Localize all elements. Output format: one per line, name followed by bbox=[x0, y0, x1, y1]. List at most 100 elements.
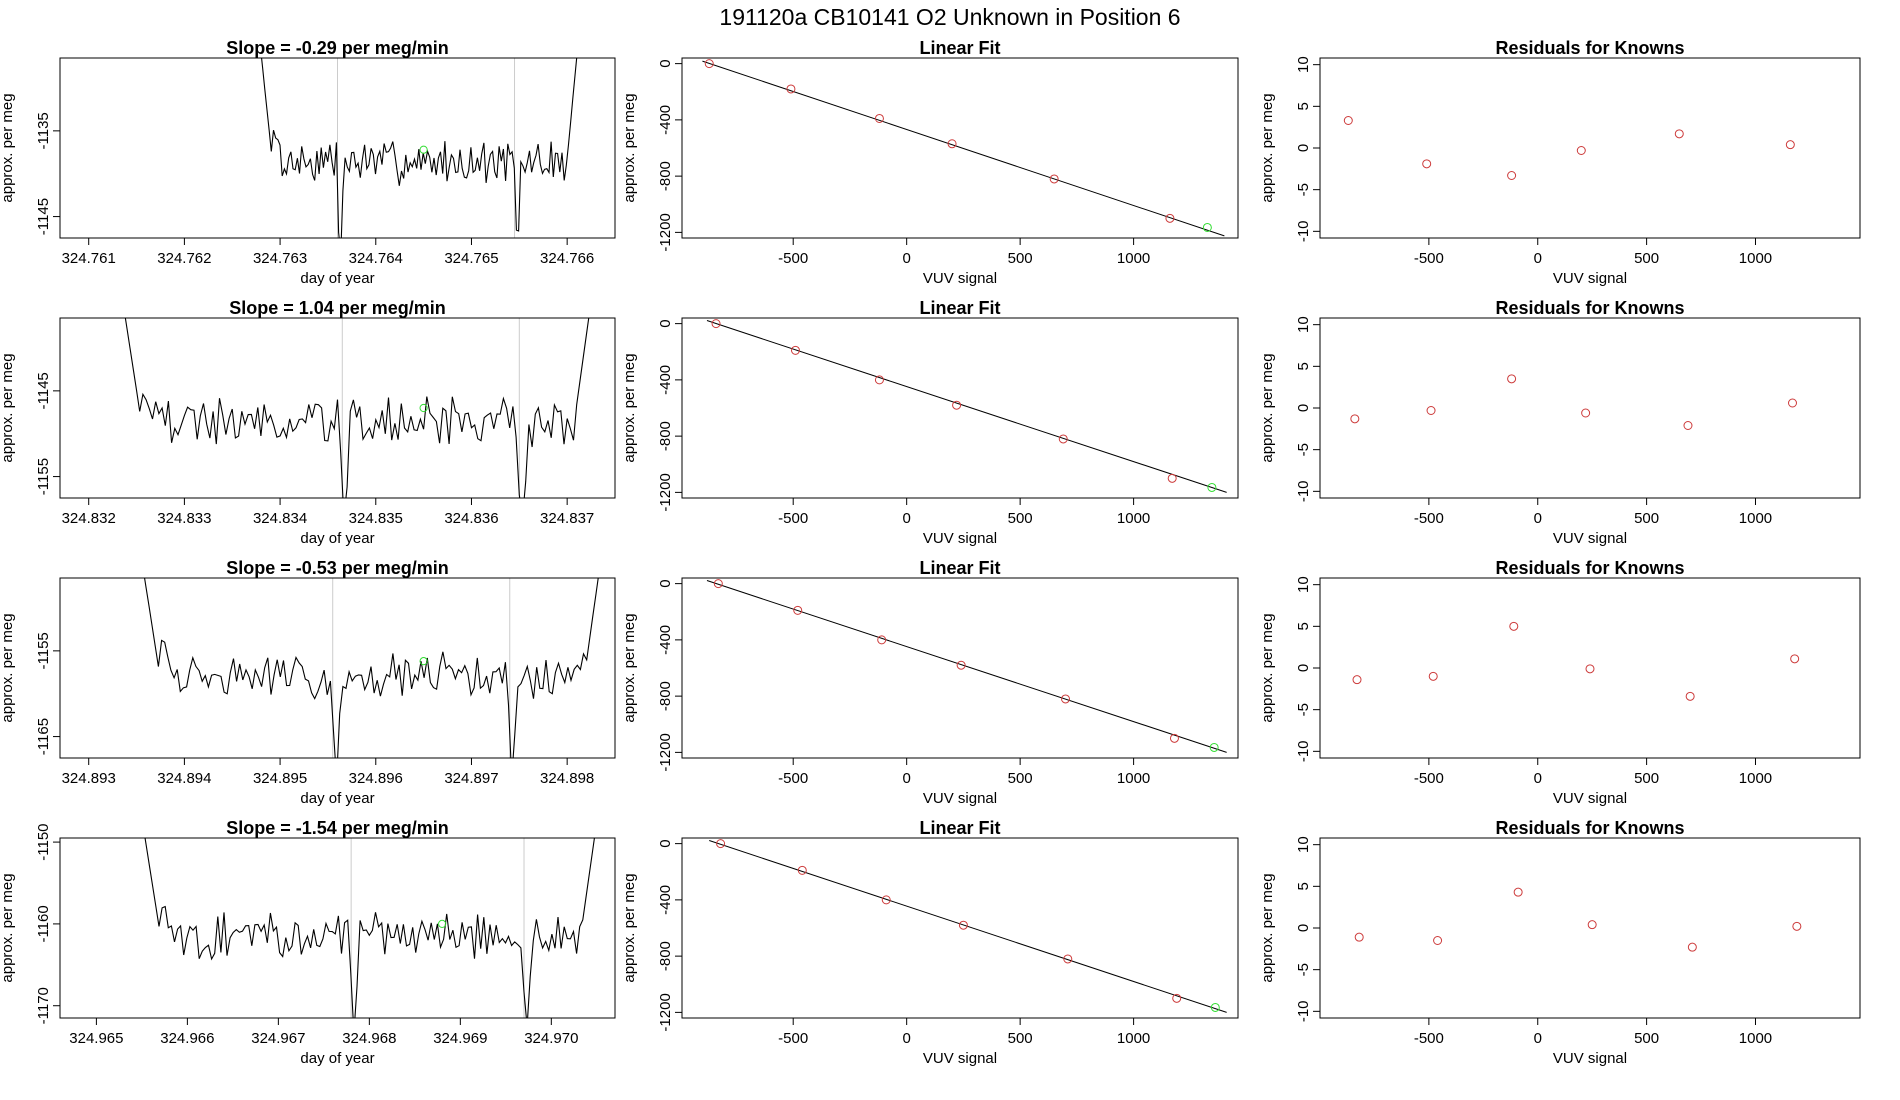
x-tick-label: 0 bbox=[1534, 250, 1542, 267]
unknown-point bbox=[1207, 482, 1217, 492]
plot-area bbox=[124, 318, 590, 498]
y-tick-label: -1200 bbox=[657, 473, 674, 511]
x-tick-label: -500 bbox=[778, 250, 808, 267]
residuals-panel-row-1: Residuals for Knowns VUV signal approx. pe… bbox=[1259, 38, 1861, 287]
x-tick-label: 324.967 bbox=[251, 1030, 305, 1047]
x-tick-label: 324.968 bbox=[342, 1030, 396, 1047]
residual-point bbox=[1343, 116, 1353, 125]
y-axis-label: approx. per meg bbox=[621, 873, 638, 982]
y-tick-label: -1145 bbox=[35, 372, 52, 409]
panel-title: Slope = -1.54 per meg/min bbox=[226, 818, 449, 838]
x-tick-label: -500 bbox=[778, 770, 808, 787]
y-axis-label: approx. per meg bbox=[621, 353, 638, 462]
y-axis-label: approx. per meg bbox=[0, 353, 16, 462]
drift-trace-line bbox=[144, 578, 599, 758]
drift-panel-row-3: Slope = -0.53 per meg/min day of year appr… bbox=[0, 558, 616, 807]
x-tick-label: -500 bbox=[1414, 250, 1444, 267]
x-tick-label: 500 bbox=[1634, 510, 1659, 527]
y-tick-label: -10 bbox=[1295, 480, 1312, 502]
y-tick-label: 10 bbox=[1295, 836, 1312, 853]
x-tick-label: 324.965 bbox=[69, 1030, 123, 1047]
known-point bbox=[881, 895, 891, 905]
y-tick-label: -5 bbox=[1295, 703, 1312, 716]
x-axis-label: day of year bbox=[300, 1050, 374, 1067]
y-tick-label: 5 bbox=[1295, 882, 1312, 890]
residual-point bbox=[1790, 654, 1800, 664]
x-tick-label: -500 bbox=[1414, 510, 1444, 527]
unknown-marker-point bbox=[419, 657, 428, 666]
figure-title: 191120a CB10141 O2 Unknown in Position 6 bbox=[719, 4, 1180, 30]
y-tick-label: -800 bbox=[657, 681, 674, 711]
y-axis-label: approx. per meg bbox=[621, 613, 638, 722]
y-tick-label: 0 bbox=[1295, 144, 1312, 152]
x-axis-label: VUV signal bbox=[923, 790, 997, 807]
x-axis-label: day of year bbox=[300, 270, 374, 287]
panel-title: Residuals for Knowns bbox=[1495, 38, 1684, 58]
plot-frame bbox=[59, 577, 616, 759]
x-tick-label: 0 bbox=[902, 510, 910, 527]
y-tick-label: -1200 bbox=[657, 733, 674, 771]
x-tick-label: 1000 bbox=[1739, 250, 1772, 267]
plot-frame bbox=[1319, 57, 1861, 239]
x-tick-label: 324.764 bbox=[349, 250, 403, 267]
known-point bbox=[874, 375, 884, 385]
x-tick-label: 500 bbox=[1008, 1030, 1033, 1047]
panel-title: Residuals for Knowns bbox=[1495, 818, 1684, 838]
y-tick-label: -5 bbox=[1295, 443, 1312, 456]
x-axis-label: VUV signal bbox=[1553, 1050, 1627, 1067]
y-tick-label: 0 bbox=[1295, 404, 1312, 412]
y-tick-label: -10 bbox=[1295, 1000, 1312, 1022]
x-tick-label: -500 bbox=[1414, 1030, 1444, 1047]
plot-area bbox=[1343, 116, 1795, 180]
plot-frame bbox=[59, 57, 616, 239]
y-tick-label: 5 bbox=[1295, 622, 1312, 630]
fit-line bbox=[706, 580, 1227, 753]
known-point bbox=[1061, 694, 1071, 704]
known-point bbox=[958, 920, 968, 930]
y-tick-label: -1135 bbox=[35, 112, 52, 149]
known-point bbox=[1049, 174, 1059, 184]
residual-point bbox=[1422, 159, 1432, 169]
panel-title: Linear Fit bbox=[919, 818, 1000, 838]
x-tick-label: 324.836 bbox=[444, 510, 498, 527]
panel-title: Linear Fit bbox=[919, 38, 1000, 58]
residual-point bbox=[1687, 942, 1697, 952]
residual-point bbox=[1513, 887, 1523, 897]
plot-frame bbox=[1319, 577, 1861, 759]
x-tick-label: 500 bbox=[1008, 510, 1033, 527]
residual-point bbox=[1428, 671, 1438, 681]
x-tick-label: 500 bbox=[1008, 250, 1033, 267]
x-tick-label: 0 bbox=[902, 250, 910, 267]
residual-point bbox=[1426, 406, 1436, 415]
known-point bbox=[1165, 213, 1175, 223]
residuals-panel-row-4: Residuals for Knowns VUV signal approx. pe… bbox=[1259, 818, 1861, 1067]
known-point bbox=[1169, 733, 1179, 743]
plot-area bbox=[702, 59, 1225, 237]
residual-point bbox=[1792, 921, 1802, 931]
panel-title: Slope = -0.29 per meg/min bbox=[226, 38, 449, 58]
plot-area bbox=[706, 579, 1227, 753]
x-tick-label: 324.834 bbox=[253, 510, 307, 527]
x-tick-label: 324.765 bbox=[444, 250, 498, 267]
y-tick-label: -10 bbox=[1295, 740, 1312, 762]
residual-point bbox=[1509, 621, 1519, 631]
x-tick-label: 324.763 bbox=[253, 250, 307, 267]
x-tick-label: 324.897 bbox=[444, 770, 498, 787]
plot-area bbox=[1352, 621, 1800, 701]
y-tick-label: -400 bbox=[657, 105, 674, 135]
unknown-marker-point bbox=[419, 403, 428, 413]
x-tick-label: 324.762 bbox=[157, 250, 211, 267]
y-axis-label: approx. per meg bbox=[0, 873, 16, 982]
x-tick-label: 1000 bbox=[1117, 250, 1150, 267]
y-tick-label: 10 bbox=[1295, 316, 1312, 333]
x-tick-label: 1000 bbox=[1117, 1030, 1150, 1047]
y-tick-label: -1155 bbox=[35, 458, 52, 495]
known-point bbox=[1063, 954, 1073, 964]
unknown-point bbox=[1210, 1002, 1220, 1012]
residual-point bbox=[1674, 129, 1684, 139]
x-tick-label: 324.966 bbox=[160, 1030, 214, 1047]
known-point bbox=[956, 660, 966, 670]
residual-point bbox=[1354, 932, 1364, 942]
residual-point bbox=[1433, 936, 1443, 945]
